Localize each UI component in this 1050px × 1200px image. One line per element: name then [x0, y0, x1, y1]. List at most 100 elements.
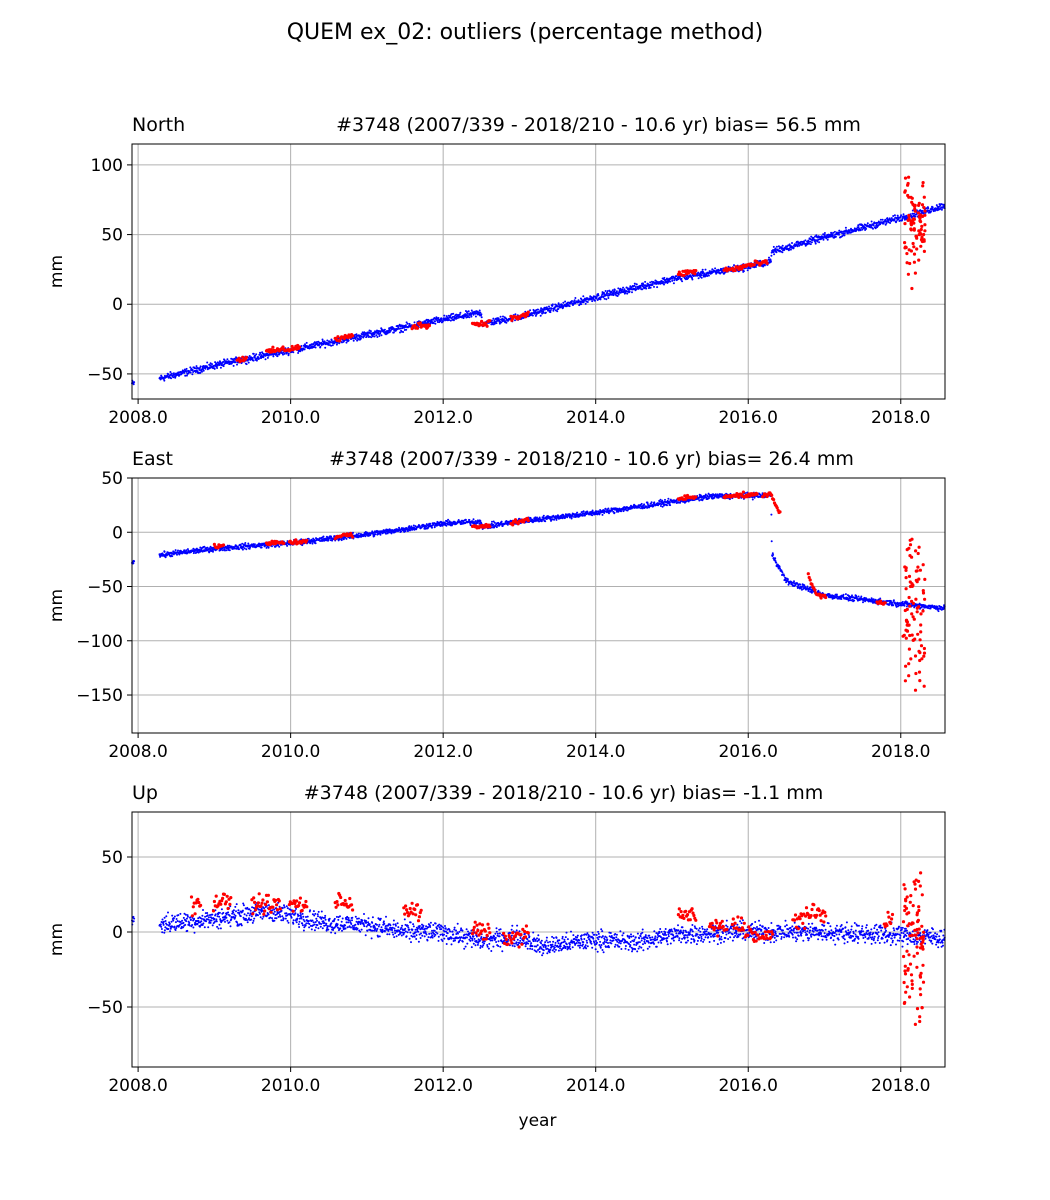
data-point-blue — [437, 317, 440, 319]
data-point-blue — [857, 226, 860, 229]
data-point-blue — [892, 215, 895, 217]
data-point-red — [920, 235, 924, 239]
data-point-blue — [361, 331, 364, 334]
data-point-blue — [616, 295, 619, 297]
data-point-blue — [321, 338, 324, 341]
data-point-blue — [456, 317, 458, 320]
data-point-blue — [833, 230, 836, 233]
data-point-blue — [810, 235, 813, 238]
data-point-blue — [514, 313, 517, 316]
data-point-blue — [459, 311, 462, 314]
data-point-blue — [834, 235, 837, 238]
data-point-blue — [879, 597, 882, 600]
data-point-blue — [826, 238, 829, 241]
data-point-blue — [783, 574, 786, 577]
data-point-blue — [607, 507, 610, 510]
data-point-blue — [754, 266, 757, 268]
data-point-blue — [498, 322, 501, 325]
y-tick-label: 100 — [91, 156, 123, 176]
data-point-blue — [769, 259, 772, 262]
data-point-blue — [385, 532, 387, 535]
data-point-blue — [172, 376, 175, 379]
data-point-blue — [504, 320, 507, 323]
data-point-blue — [568, 305, 571, 308]
data-point-blue — [786, 578, 789, 581]
data-point-blue — [775, 245, 778, 248]
data-point-red — [297, 345, 302, 349]
data-point-blue — [543, 308, 546, 311]
data-point-blue — [544, 520, 547, 523]
data-point-blue — [264, 358, 267, 361]
data-point-blue — [551, 304, 554, 307]
data-point-blue — [814, 235, 816, 238]
data-point-blue — [700, 276, 703, 279]
data-point-blue — [708, 270, 711, 273]
data-point-blue — [896, 214, 899, 217]
data-point-blue — [441, 320, 444, 323]
data-point-blue — [697, 277, 700, 280]
data-point-red — [920, 203, 925, 207]
data-point-blue — [903, 604, 906, 607]
data-point-red — [922, 249, 927, 253]
data-point-blue — [645, 287, 648, 290]
data-point-blue — [789, 248, 792, 251]
data-point-blue — [549, 309, 552, 312]
data-point-blue — [553, 518, 556, 521]
data-point-blue — [185, 374, 188, 377]
data-point-blue — [608, 512, 610, 515]
data-point-blue — [870, 220, 873, 223]
data-point-blue — [809, 243, 812, 246]
data-point-red — [912, 227, 916, 231]
data-point-blue — [253, 356, 256, 359]
data-point-blue — [650, 501, 653, 504]
data-point-blue — [500, 520, 503, 523]
data-point-blue — [604, 290, 607, 292]
data-point-blue — [432, 322, 435, 325]
data-point-blue — [380, 334, 383, 337]
data-point-blue — [573, 299, 576, 302]
data-point-blue — [389, 329, 392, 332]
data-point-blue — [691, 278, 694, 281]
data-point-red — [907, 213, 911, 218]
data-point-blue — [892, 604, 895, 607]
data-point-blue — [500, 321, 503, 324]
data-point-blue — [853, 599, 856, 602]
data-point-blue — [234, 547, 236, 550]
data-point-blue — [245, 363, 248, 366]
data-point-blue — [548, 307, 551, 310]
y-tick-label: 0 — [112, 295, 123, 315]
data-point-blue — [823, 232, 826, 234]
data-point-blue — [181, 372, 184, 375]
data-point-blue — [470, 314, 473, 316]
data-point-blue — [305, 341, 308, 344]
data-point-blue — [643, 503, 646, 506]
data-point-blue — [666, 504, 668, 507]
data-point-blue — [502, 315, 504, 318]
data-point-blue — [352, 339, 355, 342]
data-point-red — [911, 241, 915, 246]
data-point-blue — [781, 571, 784, 574]
data-point-blue — [331, 344, 334, 347]
data-point-blue — [874, 598, 877, 601]
data-point-blue — [247, 542, 250, 545]
data-point-blue — [937, 610, 940, 613]
data-point-blue — [479, 311, 482, 314]
data-point-blue — [262, 356, 265, 359]
data-point-red — [919, 220, 923, 224]
data-point-blue — [581, 514, 584, 517]
x-tick-label: 2016.0 — [718, 408, 777, 428]
data-point-blue — [610, 290, 613, 293]
data-point-blue — [697, 271, 700, 274]
data-point-blue — [770, 254, 773, 257]
data-point-blue — [733, 264, 735, 267]
data-point-red — [917, 258, 921, 262]
data-point-blue — [533, 312, 536, 315]
data-point-blue — [231, 358, 234, 361]
data-point-blue — [865, 227, 868, 230]
data-point-blue — [900, 214, 903, 217]
data-point-blue — [265, 546, 268, 549]
data-point-blue — [534, 314, 537, 317]
data-point-blue — [320, 344, 323, 346]
data-point-blue — [844, 226, 847, 229]
data-point-blue — [806, 585, 809, 588]
